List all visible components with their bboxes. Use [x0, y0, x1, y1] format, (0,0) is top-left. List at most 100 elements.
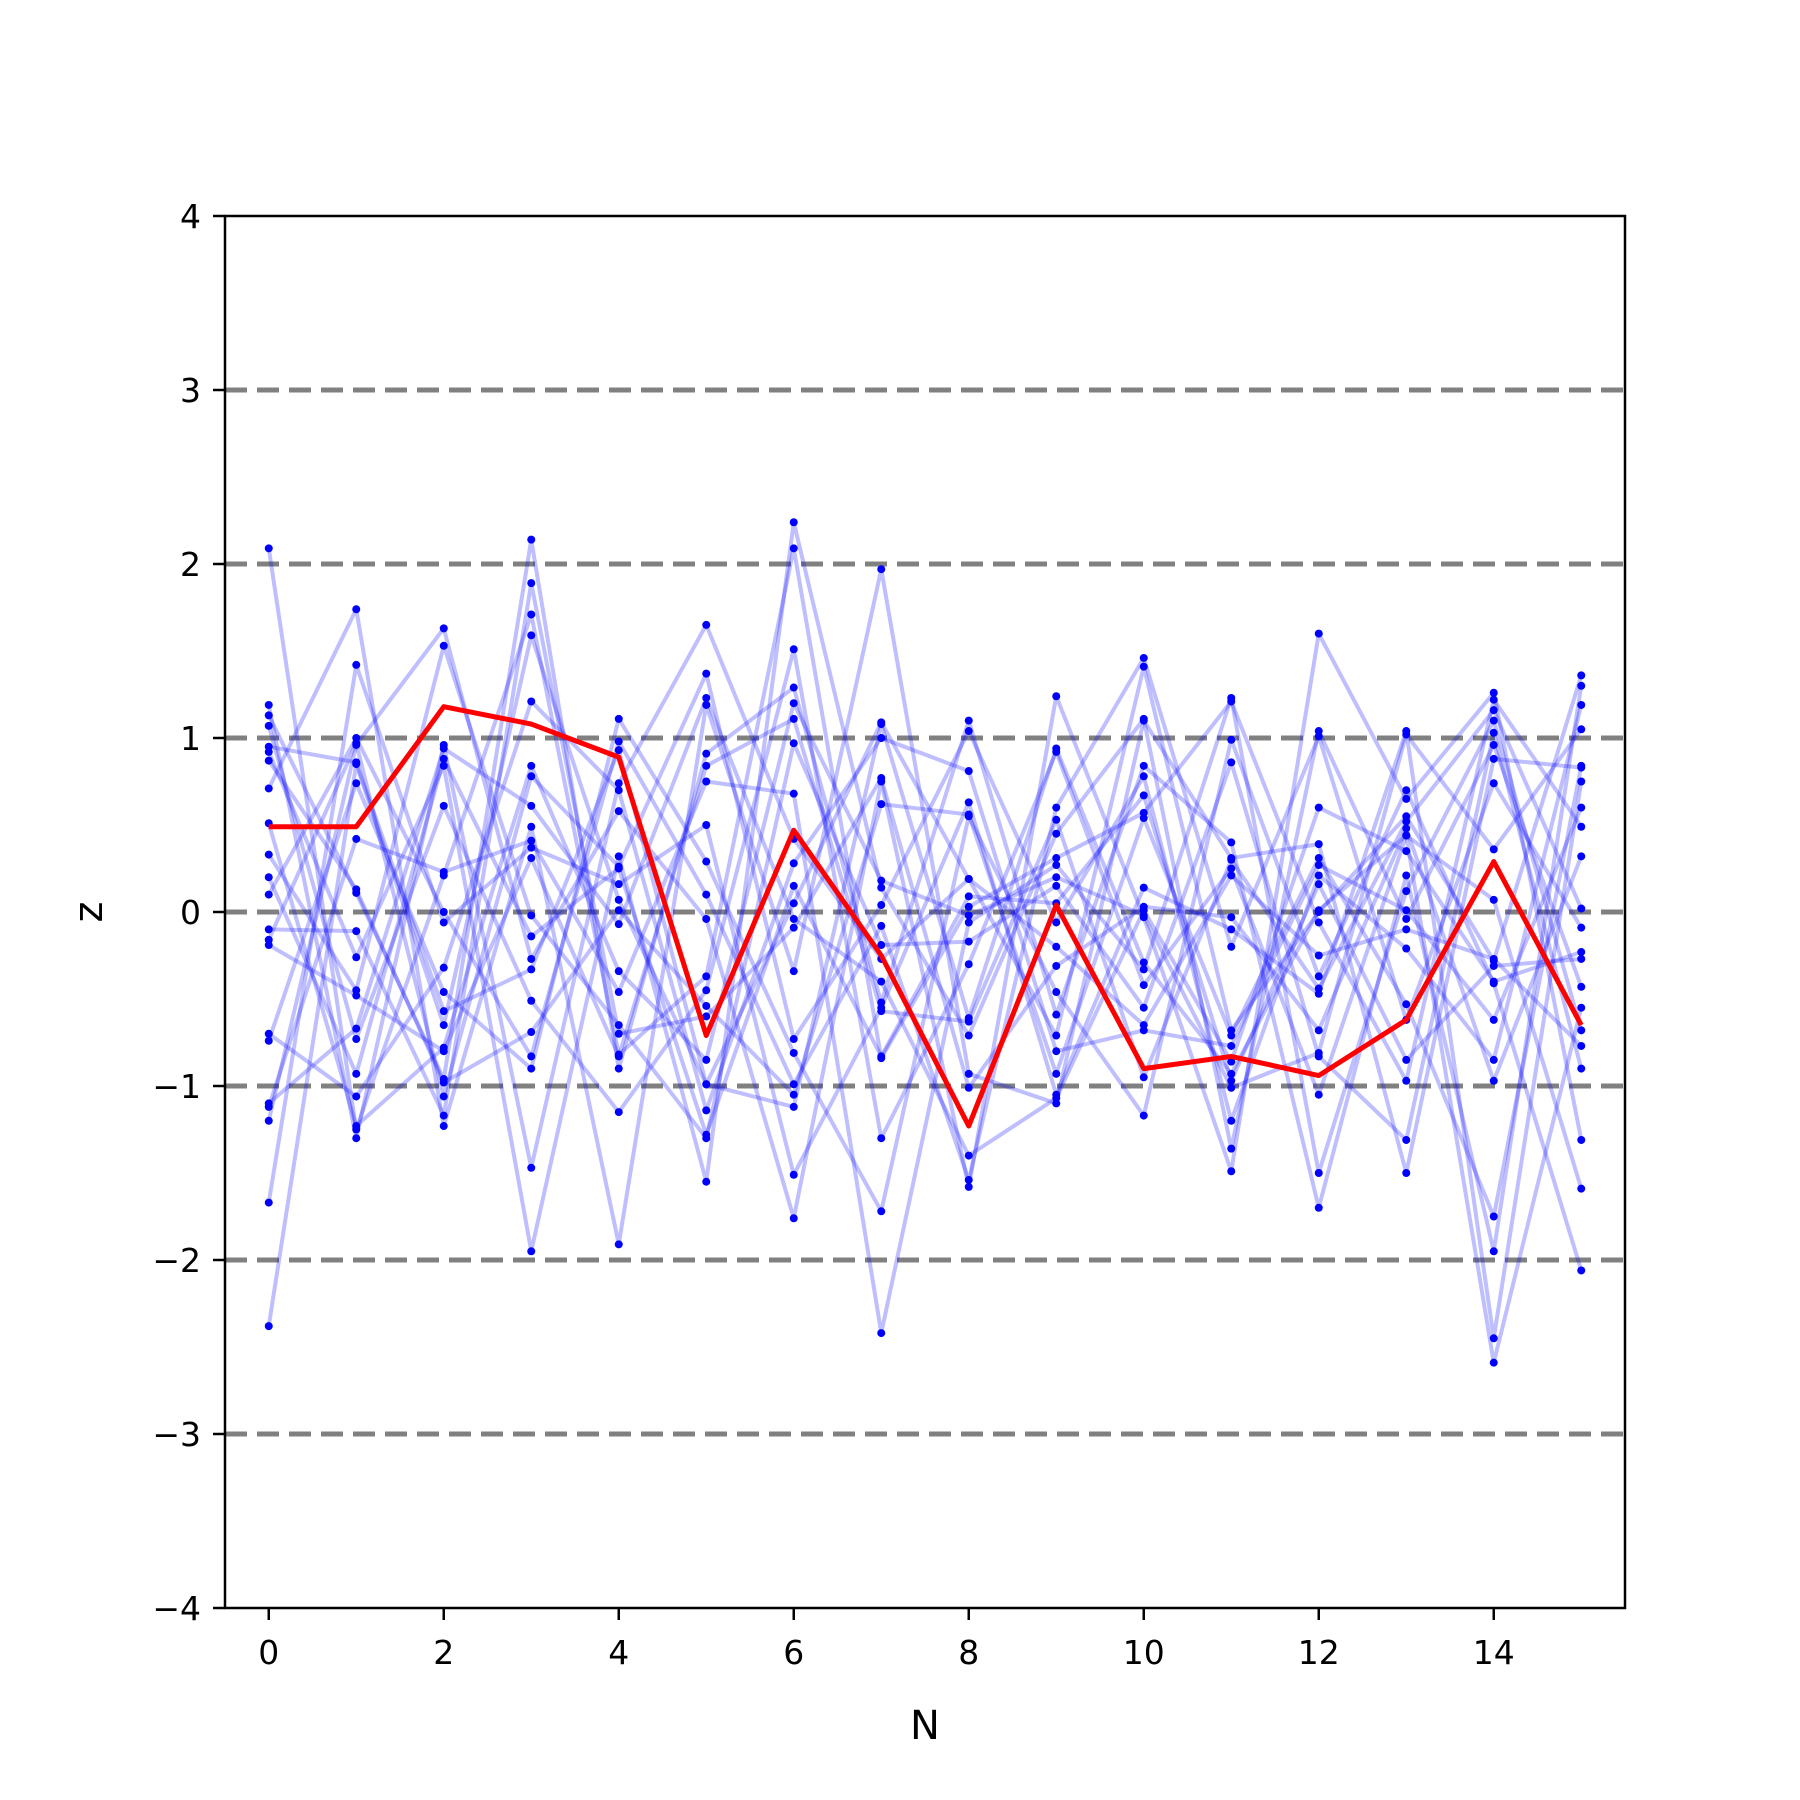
data-point	[1577, 954, 1586, 963]
data-point	[1402, 925, 1411, 934]
data-point	[964, 716, 973, 725]
data-point	[1052, 692, 1061, 701]
data-point	[789, 1080, 798, 1089]
data-point	[789, 967, 798, 976]
data-point	[964, 892, 973, 901]
background-series-line	[266, 756, 1582, 1137]
data-point	[1052, 918, 1061, 927]
data-point	[702, 1055, 711, 1064]
data-point	[789, 923, 798, 932]
data-point	[964, 902, 973, 911]
data-point	[1227, 758, 1236, 767]
background-series-line	[266, 647, 1584, 1190]
data-point	[1402, 831, 1411, 840]
data-point	[264, 925, 273, 934]
data-point	[264, 756, 273, 765]
data-point	[1489, 706, 1498, 715]
data-point	[702, 1130, 711, 1139]
x-tick-label: 10	[1123, 1633, 1165, 1672]
data-point	[1489, 1076, 1498, 1085]
data-point	[1489, 754, 1498, 763]
background-series-line	[266, 701, 1583, 1129]
data-point	[964, 1069, 973, 1078]
data-point	[877, 1007, 886, 1016]
data-point	[789, 683, 798, 692]
data-point	[264, 721, 273, 730]
data-point	[1052, 815, 1061, 824]
data-point	[964, 1031, 973, 1040]
data-point	[1227, 1167, 1236, 1176]
data-point	[964, 1017, 973, 1026]
data-point	[1314, 840, 1323, 849]
data-point	[439, 1092, 448, 1101]
data-point	[789, 789, 798, 798]
data-point	[264, 890, 273, 899]
x-axis: 0 2 4 6 8 10 12 14	[258, 1608, 1515, 1672]
data-point	[1052, 829, 1061, 838]
data-point	[1052, 942, 1061, 951]
data-point	[1227, 1057, 1236, 1066]
data-point	[1314, 908, 1323, 916]
data-point	[352, 834, 361, 843]
data-point	[614, 737, 623, 746]
data-point	[1577, 761, 1586, 770]
data-point	[264, 941, 273, 950]
data-point	[1227, 855, 1236, 864]
data-point	[1402, 1055, 1411, 1064]
x-tick-label: 6	[783, 1633, 804, 1672]
data-point	[877, 1052, 886, 1061]
data-point	[1577, 982, 1586, 991]
data-point	[1227, 1041, 1236, 1050]
data-point	[789, 699, 798, 708]
data-point	[1402, 730, 1411, 739]
data-point	[1227, 735, 1236, 744]
data-point	[1577, 1266, 1586, 1275]
data-point	[1052, 873, 1061, 882]
data-point	[1489, 1247, 1498, 1256]
data-point	[1052, 1010, 1061, 1019]
data-point	[439, 1078, 448, 1087]
data-point	[789, 1170, 798, 1179]
data-point	[1489, 895, 1498, 904]
background-series-line	[268, 720, 1583, 1087]
data-point	[264, 1116, 273, 1125]
data-point	[614, 786, 623, 795]
data-point	[527, 801, 536, 810]
data-point	[527, 996, 536, 1005]
data-point	[702, 1012, 711, 1021]
data-point	[1139, 958, 1148, 967]
data-point	[352, 927, 361, 936]
data-point	[1314, 861, 1323, 870]
background-series-line	[266, 633, 1584, 1365]
data-point	[1139, 981, 1148, 990]
data-point	[702, 777, 711, 786]
data-point	[1402, 871, 1411, 880]
data-point	[702, 890, 711, 899]
data-point	[1577, 803, 1586, 812]
data-point	[1052, 1069, 1061, 1078]
data-point	[1489, 961, 1498, 970]
data-point	[789, 859, 798, 868]
data-point	[789, 714, 798, 723]
data-point	[1577, 725, 1586, 734]
data-point	[614, 895, 623, 904]
data-point	[877, 718, 886, 727]
data-point	[1314, 984, 1323, 993]
data-point	[1577, 904, 1586, 913]
data-point	[527, 1163, 536, 1172]
data-point	[264, 1322, 273, 1331]
data-point	[1139, 906, 1148, 915]
data-point	[964, 911, 973, 920]
data-point	[702, 749, 711, 758]
data-point	[1314, 1169, 1323, 1177]
data-point	[1139, 791, 1148, 800]
data-point	[527, 911, 536, 920]
data-point	[702, 857, 711, 866]
data-point	[527, 1247, 536, 1256]
data-point	[614, 920, 623, 929]
data-point	[352, 779, 361, 788]
data-point	[964, 810, 973, 819]
data-point	[1402, 786, 1411, 795]
data-point	[439, 1021, 448, 1030]
data-point	[1489, 1212, 1498, 1221]
